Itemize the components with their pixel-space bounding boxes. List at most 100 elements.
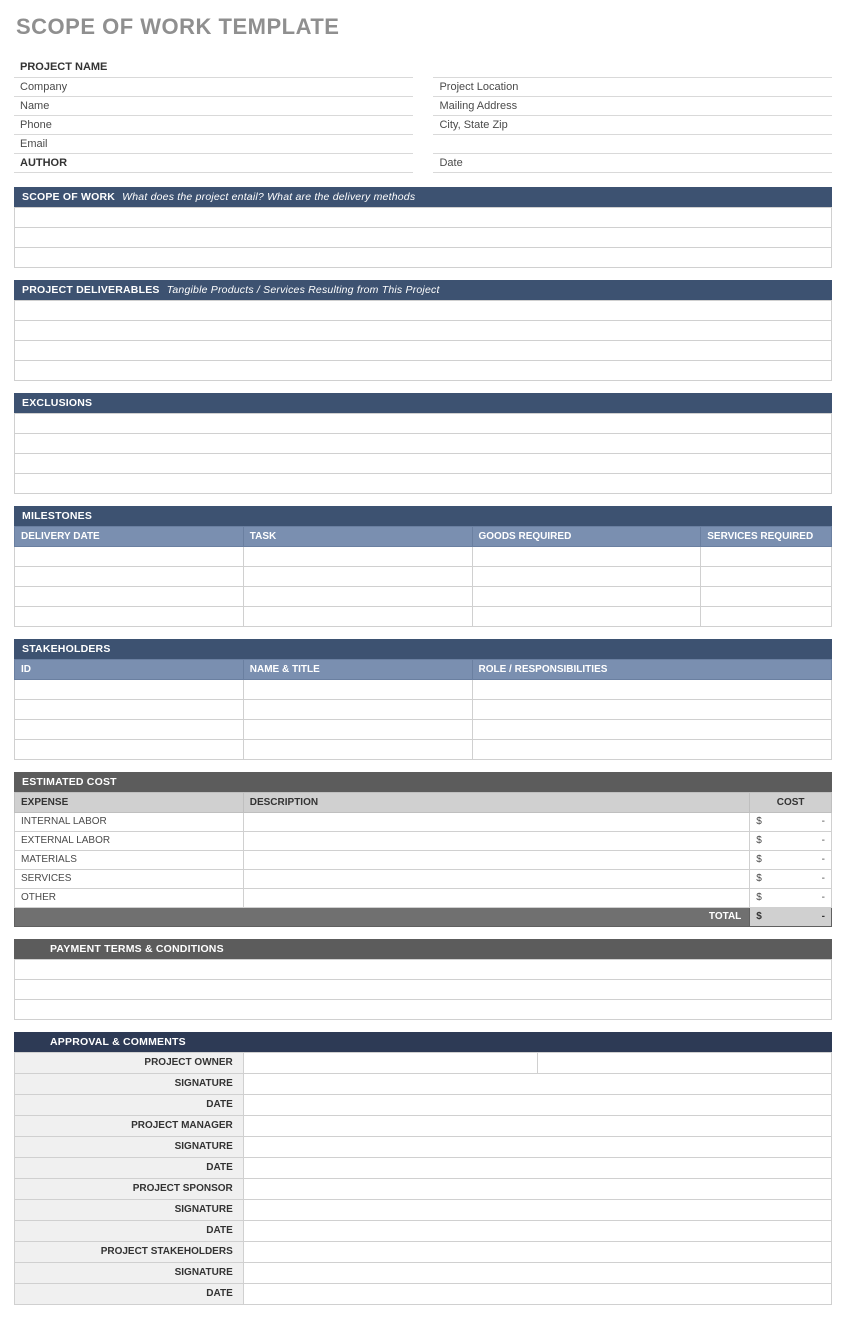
approval-value[interactable] bbox=[243, 1199, 831, 1220]
approval-value[interactable] bbox=[243, 1178, 831, 1199]
table-cell[interactable] bbox=[15, 679, 244, 699]
approval-value[interactable] bbox=[243, 1283, 831, 1304]
blank-row[interactable] bbox=[15, 433, 832, 453]
table-cell[interactable] bbox=[15, 606, 244, 626]
table-cell[interactable] bbox=[15, 546, 244, 566]
approval-label: SIGNATURE bbox=[15, 1136, 244, 1157]
scope-title: SCOPE OF WORK bbox=[22, 191, 115, 203]
blank-row[interactable] bbox=[15, 247, 832, 267]
cost-amount[interactable]: $- bbox=[750, 831, 832, 850]
table-cell[interactable] bbox=[472, 719, 832, 739]
approval-value[interactable] bbox=[243, 1094, 831, 1115]
cost-amount[interactable]: $- bbox=[750, 850, 832, 869]
table-cell[interactable] bbox=[243, 546, 472, 566]
deliverables-hint: Tangible Products / Services Resulting f… bbox=[167, 284, 440, 296]
table-cell[interactable] bbox=[472, 566, 701, 586]
blank-row[interactable] bbox=[15, 453, 832, 473]
info-cell[interactable]: Email bbox=[14, 134, 413, 153]
approval-value[interactable] bbox=[243, 1157, 831, 1178]
scope-hint: What does the project entail? What are t… bbox=[122, 191, 415, 203]
table-cell[interactable] bbox=[15, 719, 244, 739]
approval-value[interactable] bbox=[243, 1073, 831, 1094]
table-cell[interactable] bbox=[472, 699, 832, 719]
table-cell[interactable] bbox=[15, 566, 244, 586]
cost-desc[interactable] bbox=[243, 812, 750, 831]
cost-expense: OTHER bbox=[15, 888, 244, 907]
table-cell[interactable] bbox=[15, 699, 244, 719]
blank-row[interactable] bbox=[15, 473, 832, 493]
exclusions-header: EXCLUSIONS bbox=[14, 393, 832, 413]
table-cell[interactable] bbox=[243, 586, 472, 606]
approval-value[interactable] bbox=[537, 1052, 831, 1073]
approval-header: APPROVAL & COMMENTS bbox=[14, 1032, 832, 1052]
exclusions-section: EXCLUSIONS bbox=[14, 393, 832, 413]
stakeholders-section: STAKEHOLDERS bbox=[14, 639, 832, 659]
stakeholders-header: STAKEHOLDERS bbox=[14, 639, 832, 659]
blank-row[interactable] bbox=[15, 979, 832, 999]
blank-row[interactable] bbox=[15, 360, 832, 380]
table-cell[interactable] bbox=[701, 546, 832, 566]
table-cell[interactable] bbox=[472, 546, 701, 566]
blank-row[interactable] bbox=[15, 413, 832, 433]
table-cell[interactable] bbox=[15, 586, 244, 606]
cost-expense: MATERIALS bbox=[15, 850, 244, 869]
info-cell[interactable]: Mailing Address bbox=[433, 96, 832, 115]
approval-value[interactable] bbox=[243, 1052, 537, 1073]
table-cell[interactable] bbox=[243, 679, 472, 699]
info-cell[interactable]: City, State Zip bbox=[433, 115, 832, 134]
table-cell[interactable] bbox=[472, 739, 832, 759]
table-cell[interactable] bbox=[15, 739, 244, 759]
info-cell[interactable] bbox=[433, 134, 832, 153]
blank-row[interactable] bbox=[15, 320, 832, 340]
payment-section: PAYMENT TERMS & CONDITIONS bbox=[14, 939, 832, 959]
info-footer-left: AUTHOR bbox=[14, 153, 413, 172]
info-cell[interactable]: Name bbox=[14, 96, 413, 115]
cost-desc[interactable] bbox=[243, 831, 750, 850]
approval-label: SIGNATURE bbox=[15, 1073, 244, 1094]
table-cell[interactable] bbox=[243, 699, 472, 719]
blank-row[interactable] bbox=[15, 340, 832, 360]
blank-row[interactable] bbox=[15, 227, 832, 247]
cost-desc[interactable] bbox=[243, 869, 750, 888]
approval-value[interactable] bbox=[243, 1241, 831, 1262]
approval-label: DATE bbox=[15, 1220, 244, 1241]
cost-header: ESTIMATED COST bbox=[14, 772, 832, 792]
deliverables-title: PROJECT DELIVERABLES bbox=[22, 284, 160, 296]
scope-rows bbox=[14, 207, 832, 268]
table-cell[interactable] bbox=[701, 606, 832, 626]
blank-row[interactable] bbox=[15, 959, 832, 979]
approval-value[interactable] bbox=[243, 1220, 831, 1241]
table-cell[interactable] bbox=[472, 679, 832, 699]
stakeholders-col: ID bbox=[15, 659, 244, 679]
approval-label: SIGNATURE bbox=[15, 1199, 244, 1220]
scope-section: SCOPE OF WORK What does the project enta… bbox=[14, 187, 832, 207]
table-cell[interactable] bbox=[243, 566, 472, 586]
info-cell[interactable]: Project Location bbox=[433, 77, 832, 96]
table-cell[interactable] bbox=[243, 719, 472, 739]
cost-amount[interactable]: $- bbox=[750, 888, 832, 907]
cost-desc[interactable] bbox=[243, 888, 750, 907]
cost-amount[interactable]: $- bbox=[750, 812, 832, 831]
payment-header: PAYMENT TERMS & CONDITIONS bbox=[14, 939, 832, 959]
info-cell[interactable]: Phone bbox=[14, 115, 413, 134]
approval-value[interactable] bbox=[243, 1115, 831, 1136]
blank-row[interactable] bbox=[15, 207, 832, 227]
cost-amount[interactable]: $- bbox=[750, 869, 832, 888]
table-cell[interactable] bbox=[472, 606, 701, 626]
table-cell[interactable] bbox=[701, 586, 832, 606]
table-cell[interactable] bbox=[243, 739, 472, 759]
scope-header: SCOPE OF WORK What does the project enta… bbox=[14, 187, 832, 207]
table-cell[interactable] bbox=[701, 566, 832, 586]
milestones-col: DELIVERY DATE bbox=[15, 526, 244, 546]
table-cell[interactable] bbox=[243, 606, 472, 626]
table-cell[interactable] bbox=[472, 586, 701, 606]
blank-row[interactable] bbox=[15, 999, 832, 1019]
cost-desc[interactable] bbox=[243, 850, 750, 869]
approval-value[interactable] bbox=[243, 1262, 831, 1283]
exclusions-rows bbox=[14, 413, 832, 494]
cost-total-amount: $- bbox=[750, 907, 832, 926]
blank-row[interactable] bbox=[15, 300, 832, 320]
info-cell[interactable]: Company bbox=[14, 77, 413, 96]
approval-value[interactable] bbox=[243, 1136, 831, 1157]
cost-expense: SERVICES bbox=[15, 869, 244, 888]
